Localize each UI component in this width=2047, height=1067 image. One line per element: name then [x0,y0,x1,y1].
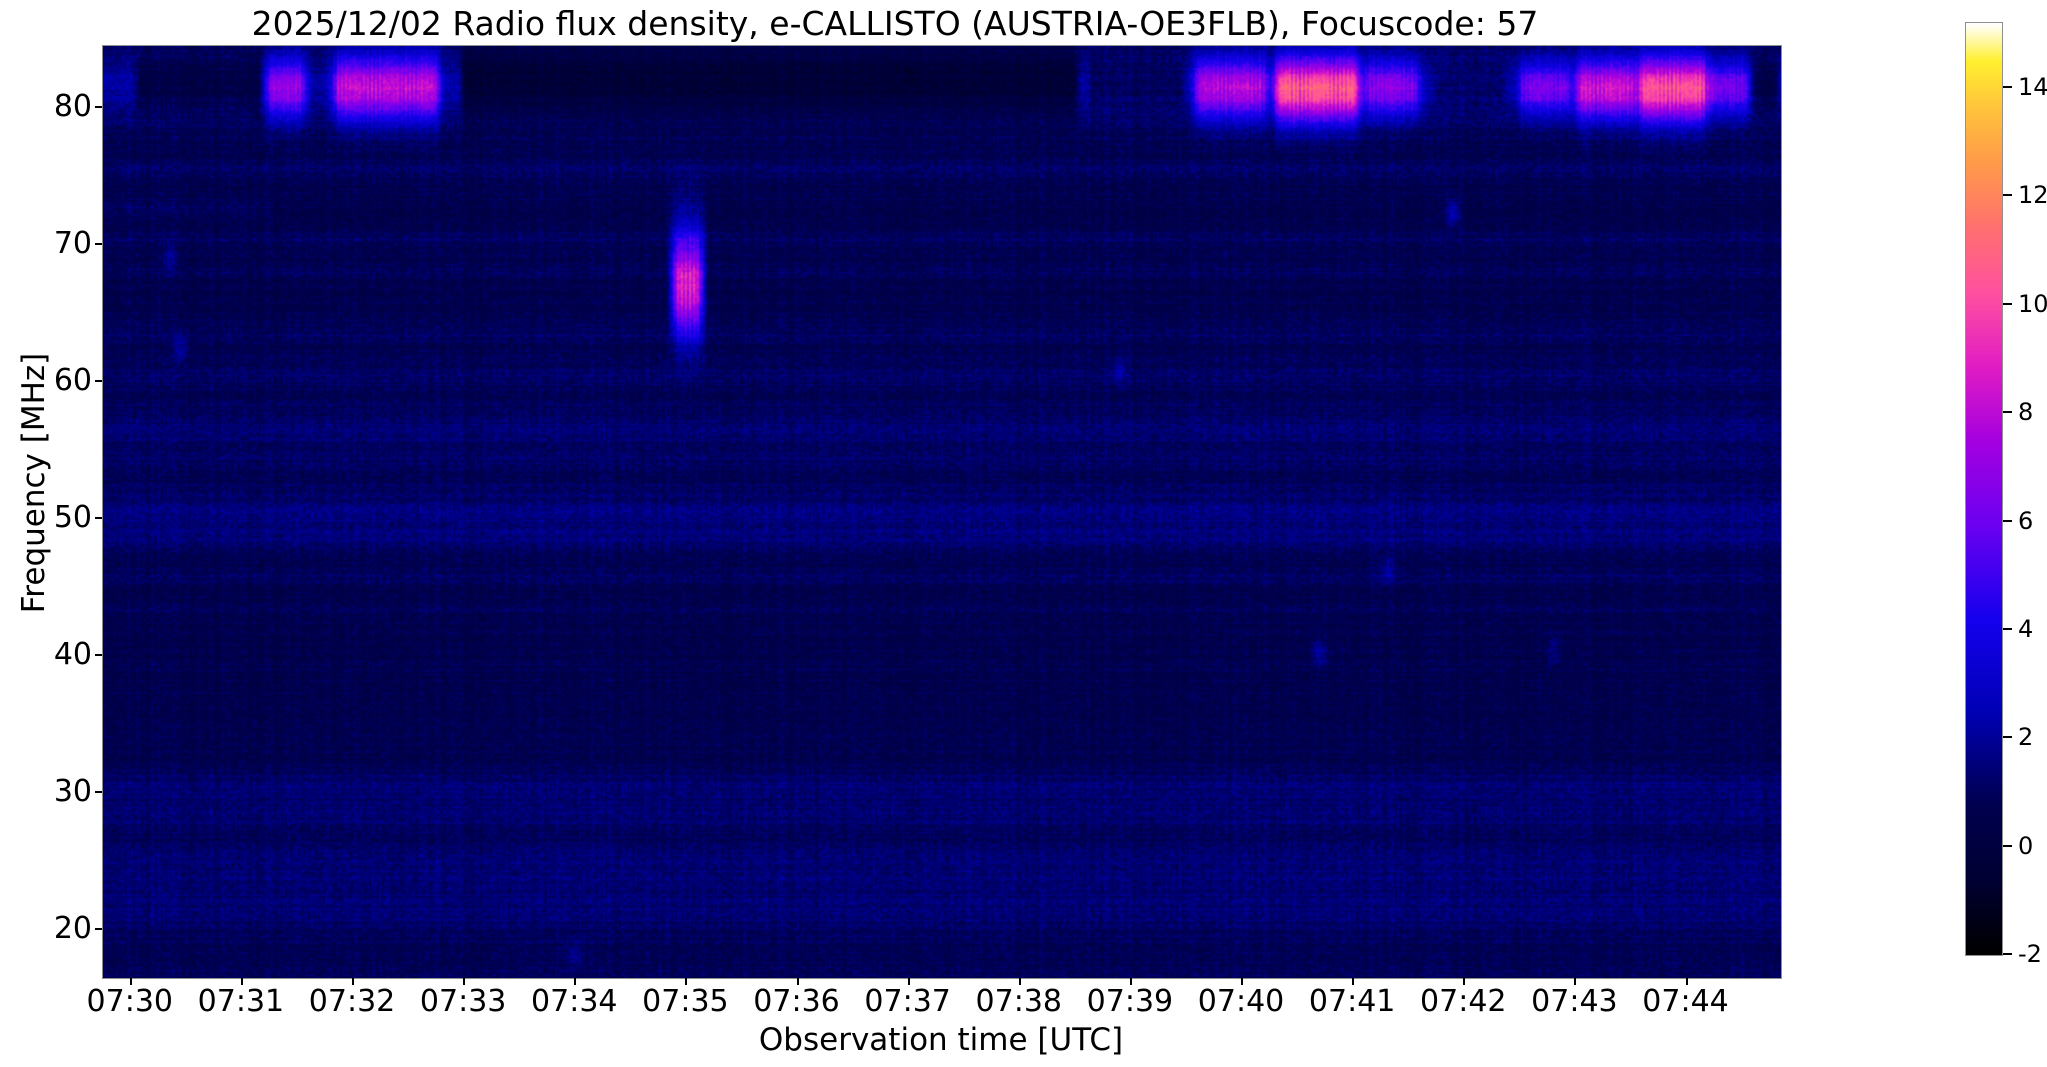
figure-title: 2025/12/02 Radio flux density, e-CALLIST… [251,4,1539,43]
x-axis-tick-mark [1018,978,1021,985]
x-axis-tick-mark [463,978,466,985]
spectrogram-image [103,46,1781,978]
x-axis-label: Observation time [UTC] [758,1022,1124,1058]
y-axis-tick-label: 70 [53,225,92,261]
x-axis-tick-label: 07:41 [1308,984,1396,1019]
x-axis-tick-mark [796,978,799,985]
x-axis-tick-label: 07:33 [419,984,507,1019]
x-axis-tick-label: 07:39 [1086,984,1174,1019]
y-axis-tick-label: 60 [53,362,92,398]
colorbar-tick-label: 6 [2018,506,2034,535]
y-axis-tick-label: 40 [53,636,92,672]
x-axis-tick-mark [1463,978,1466,985]
x-axis-tick-label: 07:38 [975,984,1063,1019]
x-axis-tick-label: 07:43 [1531,984,1618,1019]
colorbar-tick-mark [2003,627,2012,630]
colorbar-tick-mark [2003,302,2012,305]
x-axis-tick-mark [1129,978,1132,985]
y-axis-tick-mark [95,105,102,108]
colorbar-tick-mark [2003,86,2012,89]
colorbar-tick-label: -2 [2018,940,2042,968]
colorbar-tick-mark [2003,411,2012,414]
x-axis-tick-label: 07:31 [197,984,285,1019]
x-axis-tick-mark [907,978,910,985]
colorbar-tick-label: 8 [2018,398,2034,427]
x-axis-tick-label: 07:44 [1642,984,1729,1019]
colorbar-tick-label: 2 [2018,723,2034,752]
y-axis-tick-label: 30 [53,773,92,809]
colorbar-tick-mark [2003,519,2012,522]
y-axis-tick-label: 80 [53,88,92,124]
x-axis-tick-label: 07:36 [753,984,840,1019]
x-axis-tick-mark [129,978,132,985]
x-axis-tick-mark [240,978,243,985]
y-axis-tick-mark [95,242,102,245]
x-axis-tick-label: 07:42 [1420,984,1507,1019]
y-axis-tick-mark [95,928,102,931]
x-axis-tick-mark [1574,978,1577,985]
spectrogram-plot-area[interactable] [102,45,1782,979]
x-axis-tick-label: 07:32 [308,984,396,1019]
colorbar[interactable] [1965,22,2003,956]
x-axis-tick-mark [1352,978,1355,985]
x-axis-tick-label: 07:30 [86,984,174,1019]
x-axis-tick-mark [1685,978,1688,985]
colorbar-tick-label: 14 [2018,73,2047,102]
y-axis-tick-mark [95,653,102,656]
y-axis-label: Frequency [MHz] [16,352,52,614]
x-axis-tick-mark [352,978,355,985]
y-axis-tick-label: 50 [53,499,92,535]
x-axis-tick-label: 07:35 [642,984,729,1019]
colorbar-tick-label: 10 [2018,289,2047,318]
y-axis-ticks: 20 30 40 50 60 70 80 [0,45,92,977]
x-axis-tick-mark [685,978,688,985]
y-axis-tick-mark [95,790,102,793]
x-axis-tick-mark [1241,978,1244,985]
colorbar-gradient [1966,23,2002,955]
colorbar-tick-label: 0 [2018,831,2034,860]
colorbar-tick-mark [2003,736,2012,739]
y-axis-tick-mark [95,379,102,382]
colorbar-tick-mark [2003,844,2012,847]
colorbar-tick-mark [2003,194,2012,197]
colorbar-tick-label: 4 [2018,614,2034,643]
x-axis-tick-label: 07:40 [1197,984,1285,1019]
x-axis-tick-label: 07:37 [864,984,951,1019]
colorbar-tick-label: 12 [2018,181,2047,210]
x-axis-tick-mark [574,978,577,985]
y-axis-tick-mark [95,516,102,519]
x-axis-tick-label: 07:34 [531,984,618,1019]
colorbar-tick-mark [2003,953,2012,955]
y-axis-tick-label: 20 [53,911,92,947]
